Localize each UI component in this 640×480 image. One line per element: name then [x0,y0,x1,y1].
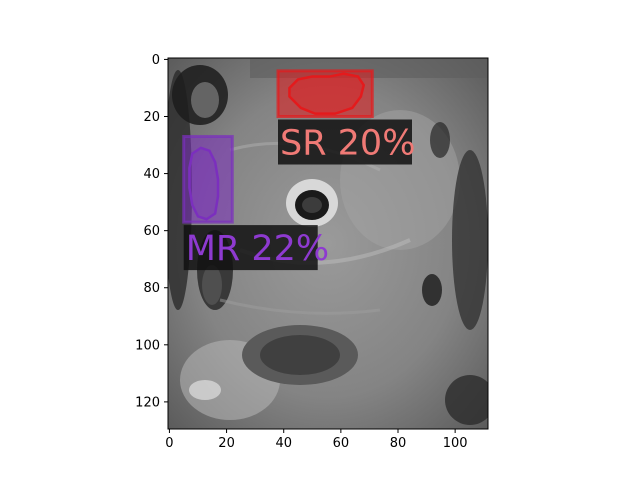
x-axis: 0 20 40 60 80 100 [165,429,468,451]
detection-label-bg [278,119,412,165]
y-tick-label: 100 [135,338,160,353]
detection-box [182,134,234,224]
x-tick-label: 20 [218,436,235,451]
detection-label: SR 20% [280,124,415,164]
x-tick-label: 60 [333,436,350,451]
y-axis: 0 20 40 60 80 100 120 [135,53,168,410]
y-tick-label: 80 [143,281,160,296]
y-tick-label: 60 [143,224,160,239]
detection-label-bg [183,225,318,271]
y-tick-label: 20 [143,110,160,125]
y-tick-label: 0 [152,53,160,68]
x-tick-label: 80 [390,436,407,451]
detection: MR 22% [182,134,329,271]
detection: SR 20% [276,69,415,165]
y-tick-label: 120 [135,395,160,410]
detection-label: MR 22% [186,229,329,269]
x-tick-label: 40 [275,436,292,451]
detections: SR 20% MR 22% [182,69,415,271]
axes-frame [167,57,489,430]
detection-box [276,69,374,119]
x-tick-label: 0 [165,436,173,451]
y-tick-label: 40 [143,167,160,182]
detection-contour [288,72,366,115]
x-tick-label: 100 [443,436,468,451]
detection-contour [188,146,220,221]
